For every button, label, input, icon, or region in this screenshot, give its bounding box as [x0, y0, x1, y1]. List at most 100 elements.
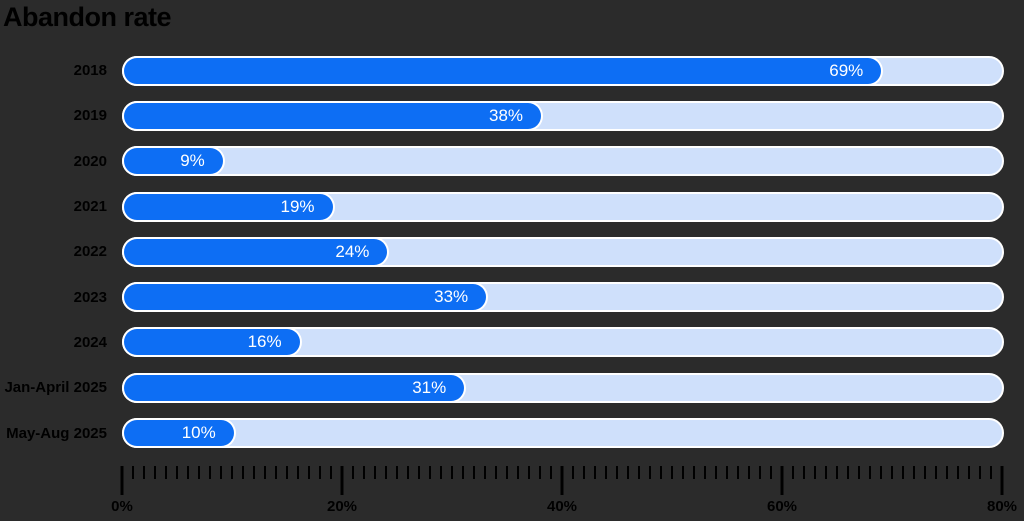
axis-minor-tick	[495, 466, 497, 479]
axis-tick-label: 0%	[111, 498, 133, 515]
axis-minor-tick	[957, 466, 959, 479]
axis-minor-tick	[407, 466, 409, 479]
bar-track: 24%	[122, 236, 1004, 267]
bar-row: 2019 38%	[0, 93, 1004, 138]
bar-value-label: 69%	[829, 60, 864, 80]
axis-minor-tick	[231, 466, 233, 479]
axis-minor-tick	[869, 466, 871, 479]
axis-minor-tick	[198, 466, 200, 479]
bar-fill: 69%	[124, 57, 882, 84]
axis-minor-tick	[693, 466, 695, 479]
axis-minor-tick	[748, 466, 750, 479]
bar-track: 38%	[122, 100, 1004, 131]
chart-title: Abandon rate	[3, 2, 172, 32]
axis-minor-tick	[462, 466, 464, 479]
bar-row: 2023 33%	[0, 274, 1004, 319]
axis-minor-tick	[165, 466, 167, 479]
axis-minor-tick	[803, 466, 805, 479]
bar-value-label: 24%	[335, 241, 370, 261]
row-label: 2022	[73, 243, 107, 261]
axis-minor-tick	[374, 466, 376, 479]
row-label: 2023	[73, 288, 107, 306]
axis-minor-tick	[704, 466, 706, 479]
axis-minor-tick	[363, 466, 365, 479]
bar-row: 2024 16%	[0, 320, 1004, 365]
axis-major-tick	[780, 466, 784, 495]
axis-minor-tick	[715, 466, 717, 479]
axis-minor-tick	[539, 466, 541, 479]
axis-minor-tick	[583, 466, 585, 479]
axis-minor-tick	[935, 466, 937, 479]
axis-minor-tick	[187, 466, 189, 479]
axis-minor-tick	[352, 466, 354, 479]
axis-minor-tick	[451, 466, 453, 479]
bar-row: May-Aug 2025 10%	[0, 410, 1004, 455]
axis-minor-tick	[176, 466, 178, 479]
axis-minor-tick	[275, 466, 277, 479]
axis-minor-tick	[385, 466, 387, 479]
row-label: 2019	[73, 107, 107, 125]
axis-minor-tick	[924, 466, 926, 479]
axis-minor-tick	[946, 466, 948, 479]
axis-minor-tick	[264, 466, 266, 479]
axis-minor-tick	[550, 466, 552, 479]
bar-track: 16%	[122, 327, 1004, 358]
axis-minor-tick	[506, 466, 508, 479]
bar-value-label: 9%	[180, 151, 205, 171]
axis-minor-tick	[770, 466, 772, 479]
axis-minor-tick	[308, 466, 310, 479]
row-label: 2018	[73, 62, 107, 80]
bar-value-label: 31%	[412, 377, 447, 397]
axis-minor-tick	[605, 466, 607, 479]
axis-minor-tick	[154, 466, 156, 479]
axis-minor-tick	[209, 466, 211, 479]
bar-row: 2020 9%	[0, 139, 1004, 184]
axis-minor-tick	[297, 466, 299, 479]
axis-minor-tick	[825, 466, 827, 479]
axis-minor-tick	[671, 466, 673, 479]
axis-tick-label: 80%	[986, 498, 1018, 515]
axis-minor-tick	[759, 466, 761, 479]
x-axis: 0% 20% 40% 60% 80%	[111, 466, 1017, 521]
axis-minor-tick	[473, 466, 475, 479]
row-label: 2020	[73, 152, 107, 170]
axis-minor-tick	[682, 466, 684, 479]
axis-minor-tick	[330, 466, 332, 479]
axis-minor-tick	[968, 466, 970, 479]
bar-track: 9%	[122, 146, 1004, 177]
bar-row: 2021 19%	[0, 184, 1004, 229]
axis-minor-tick	[517, 466, 519, 479]
bar-value-label: 38%	[489, 105, 524, 125]
axis-minor-tick	[572, 466, 574, 479]
bar-fill: 10%	[124, 420, 234, 447]
axis-minor-tick	[528, 466, 530, 479]
axis-minor-tick	[220, 466, 222, 479]
axis-minor-tick	[836, 466, 838, 479]
axis-minor-tick	[891, 466, 893, 479]
row-label: May-Aug 2025	[6, 424, 107, 442]
axis-tick-label: 40%	[546, 498, 578, 515]
axis-minor-tick	[858, 466, 860, 479]
bar-row: Jan-April 2025 31%	[0, 365, 1004, 410]
axis-minor-tick	[814, 466, 816, 479]
bar-fill: 19%	[124, 193, 333, 220]
bar-rows: 2018 69% 2019 38% 2020 9% 2021 19% 2022 24% 2023 33…	[0, 48, 1004, 456]
axis-minor-tick	[638, 466, 640, 479]
axis-minor-tick	[418, 466, 420, 479]
axis-minor-tick	[979, 466, 981, 479]
bar-fill: 16%	[124, 329, 300, 356]
axis-tick-label: 60%	[766, 498, 798, 515]
bar-value-label: 10%	[181, 423, 216, 443]
bar-track: 19%	[122, 191, 1004, 222]
axis-minor-tick	[792, 466, 794, 479]
axis-minor-tick	[902, 466, 904, 479]
bar-track: 33%	[122, 282, 1004, 313]
axis-minor-tick	[737, 466, 739, 479]
bar-value-label: 33%	[434, 287, 469, 307]
row-label: 2024	[73, 333, 107, 351]
axis-minor-tick	[990, 466, 992, 479]
row-label: 2021	[73, 198, 107, 216]
axis-minor-tick	[319, 466, 321, 479]
axis-minor-tick	[913, 466, 915, 479]
row-label: Jan-April 2025	[4, 379, 107, 397]
